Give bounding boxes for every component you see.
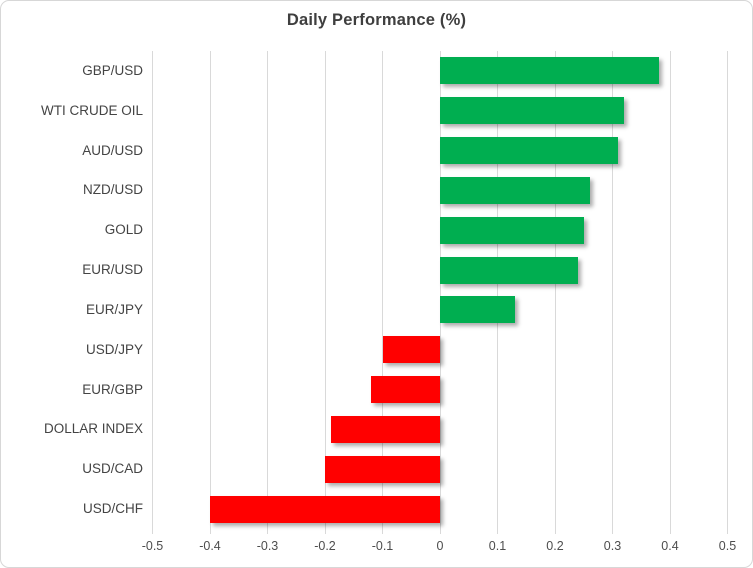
- bar-eur-gbp: [371, 376, 440, 404]
- category-label-dollar-index: DOLLAR INDEX: [43, 421, 143, 437]
- category-label-eur-usd: EUR/USD: [82, 262, 143, 278]
- category-label-gold: GOLD: [104, 222, 143, 238]
- gridline: [612, 51, 613, 534]
- bar-gbp-usd: [440, 57, 659, 85]
- x-tick-label: -0.5: [141, 539, 164, 553]
- gridline: [267, 51, 268, 534]
- gridline: [497, 51, 498, 534]
- bar-usd-cad: [325, 455, 440, 483]
- x-tick-label: 0: [436, 539, 444, 553]
- bar-aud-usd: [440, 137, 619, 165]
- gridline: [554, 51, 556, 534]
- category-label-aud-usd: AUD/USD: [82, 142, 143, 158]
- x-tick-label: 0.5: [718, 539, 737, 553]
- gridline: [382, 51, 383, 534]
- category-label-usd-cad: USD/CAD: [82, 461, 143, 477]
- x-tick-label: -0.4: [199, 539, 221, 553]
- gridline: [324, 51, 326, 534]
- x-tick-label: -0.1: [371, 539, 394, 553]
- x-tick-label: 0.1: [488, 539, 507, 553]
- category-label-nzd-usd: NZD/USD: [83, 182, 143, 198]
- bar-usd-jpy: [382, 336, 440, 364]
- category-label-usd-chf: USD/CHF: [83, 501, 143, 517]
- bar-eur-usd: [440, 256, 578, 284]
- bar-dollar-index: [330, 415, 440, 443]
- x-tick-label: 0.4: [661, 539, 679, 553]
- x-tick-label: 0.2: [546, 539, 564, 553]
- bar-eur-jpy: [440, 296, 515, 324]
- gridline: [152, 51, 153, 534]
- category-label-usd-jpy: USD/JPY: [85, 341, 143, 357]
- category-label-gbp-usd: GBP/USD: [82, 62, 143, 78]
- x-tick-label: -0.3: [256, 539, 279, 553]
- gridline: [669, 51, 671, 534]
- category-label-eur-jpy: EUR/JPY: [85, 301, 143, 317]
- gridline: [439, 51, 441, 534]
- bar-gold: [440, 216, 584, 244]
- x-tick-label: -0.2: [314, 539, 336, 553]
- category-label-eur-gbp: EUR/GBP: [82, 381, 143, 397]
- bar-usd-chf: [210, 495, 440, 523]
- chart-title: Daily Performance (%): [286, 11, 467, 29]
- x-tick-label: 0.3: [603, 539, 622, 553]
- gridline: [209, 51, 211, 534]
- gridline: [727, 51, 728, 534]
- bar-wti-crude-oil: [440, 97, 624, 125]
- bar-nzd-usd: [440, 176, 590, 204]
- category-label-wti-crude-oil: WTI CRUDE OIL: [40, 102, 143, 118]
